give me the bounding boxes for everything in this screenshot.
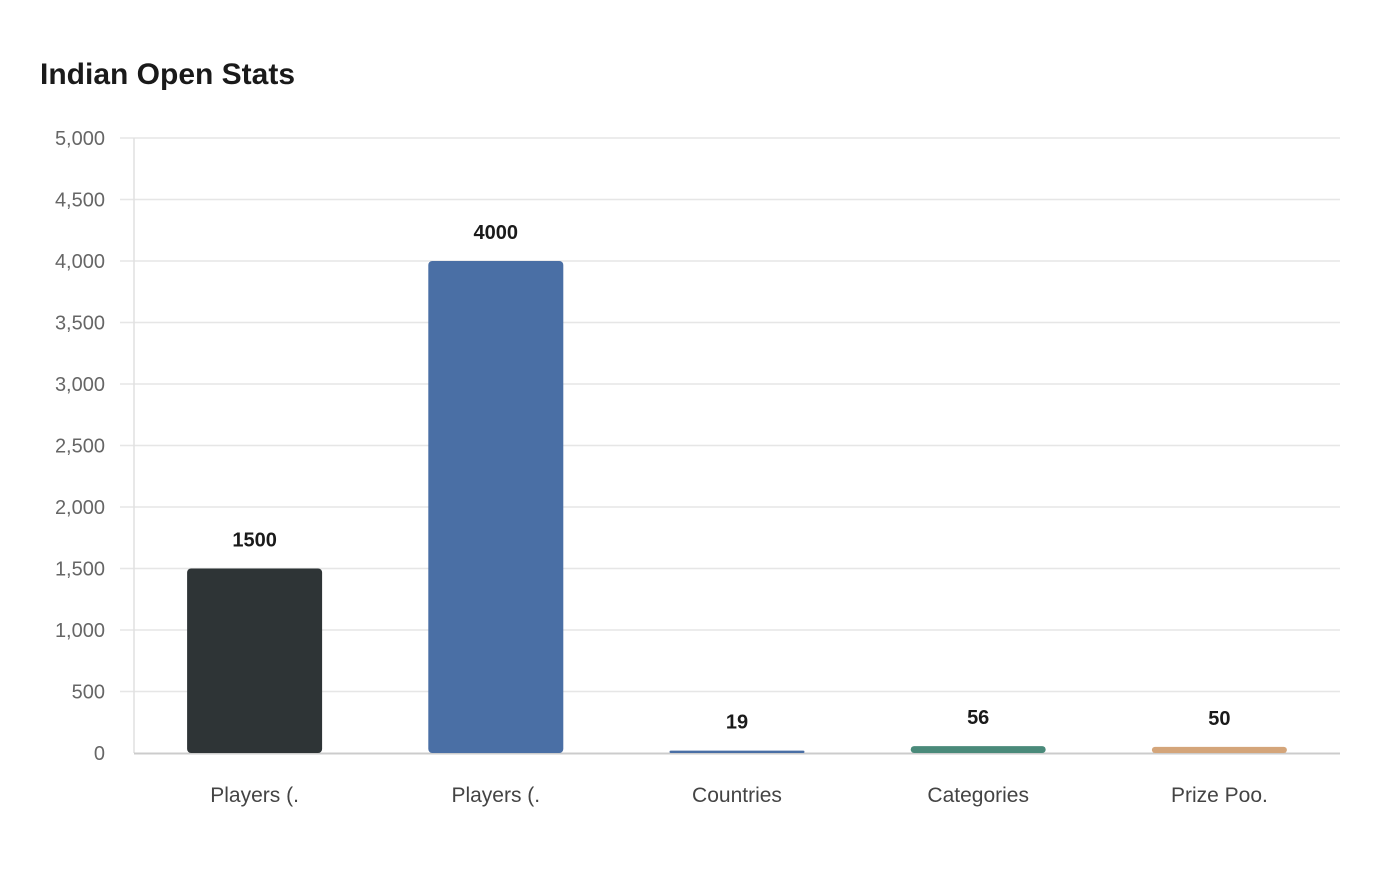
label-layer: 1500 4000 19 56 50 <box>232 222 1230 734</box>
axis-layer: 0 500 1,000 1,500 2,000 2,500 3,000 3,500 4,000 4… <box>55 128 1340 807</box>
bar <box>910 746 1046 753</box>
y-tick-label: 2,500 <box>55 436 105 458</box>
data-label: 56 <box>967 707 989 729</box>
x-tick-label: Countries <box>692 784 782 807</box>
y-tick-label: 5,000 <box>55 128 105 150</box>
data-label: 50 <box>1208 708 1230 730</box>
data-label: 1500 <box>232 530 277 552</box>
y-tick-label: 0 <box>94 743 105 765</box>
y-tick-label: 1,500 <box>55 559 105 581</box>
bar <box>187 568 323 753</box>
chart-title: Indian Open Stats <box>40 58 296 91</box>
y-tick-label: 4,500 <box>55 190 105 212</box>
data-label: 4000 <box>474 222 519 244</box>
y-tick-label: 3,500 <box>55 313 105 335</box>
x-tick-label: Categories <box>927 784 1029 807</box>
x-tick-label: Players (. <box>451 784 540 807</box>
x-tick-label: Players (. <box>210 784 299 807</box>
grid-layer <box>120 137 1340 693</box>
bar <box>669 750 805 753</box>
y-tick-label: 3,000 <box>55 374 105 396</box>
x-tick-label: Prize Poo. <box>1171 784 1268 807</box>
y-tick-label: 500 <box>72 682 105 704</box>
data-label: 19 <box>726 712 748 734</box>
bar <box>428 261 564 753</box>
y-tick-label: 1,000 <box>55 620 105 642</box>
bar <box>1151 746 1287 753</box>
bar-layer <box>187 261 1287 753</box>
y-tick-label: 2,000 <box>55 497 105 519</box>
y-tick-label: 4,000 <box>55 251 105 273</box>
